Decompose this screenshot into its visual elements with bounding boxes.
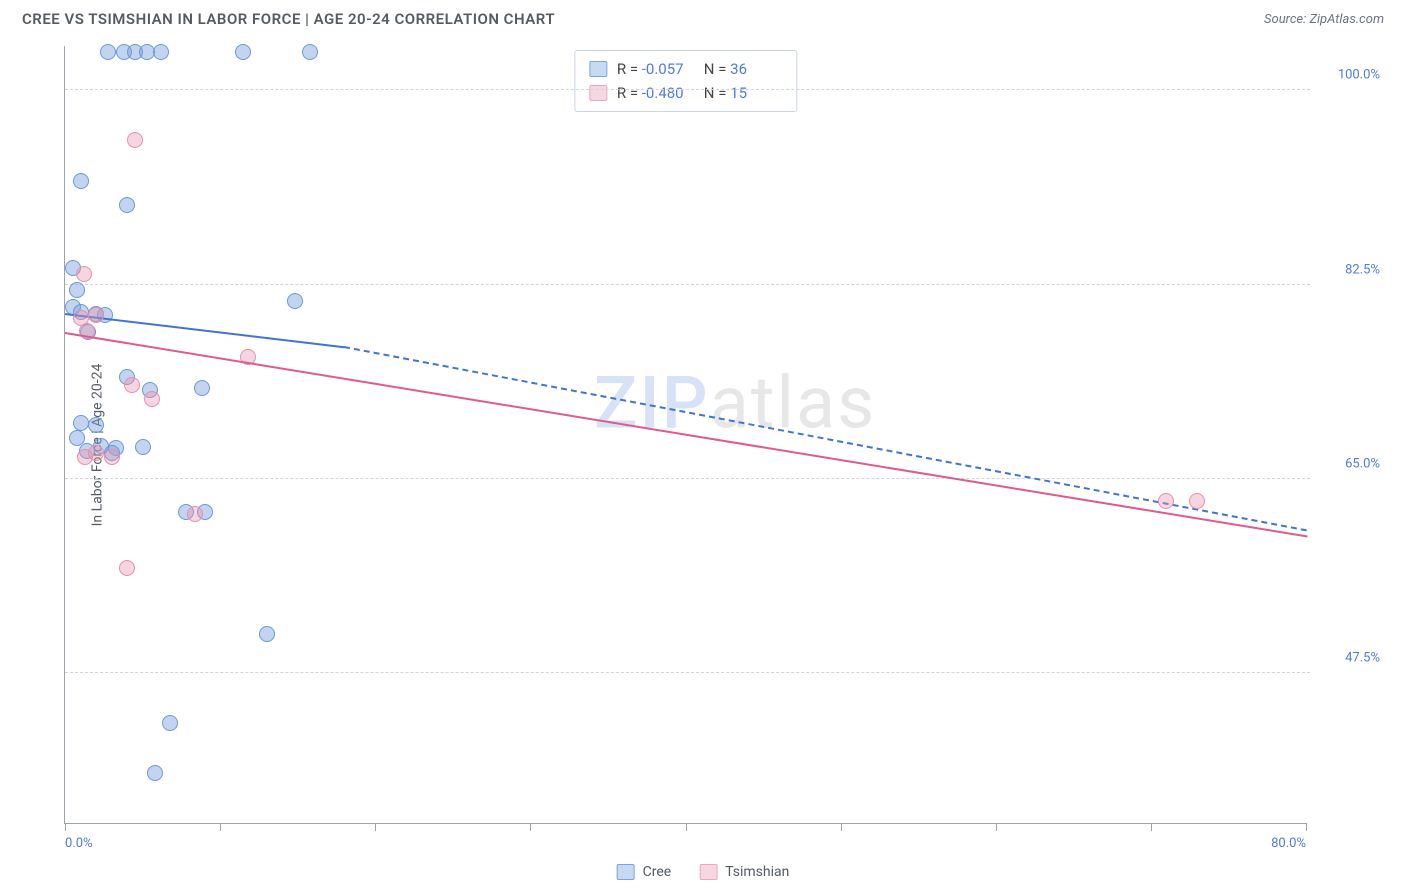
data-point	[76, 266, 92, 282]
n-label: N = 36	[704, 57, 782, 81]
data-point	[162, 715, 178, 731]
gridline	[65, 672, 1310, 673]
data-point	[119, 197, 135, 213]
data-point	[187, 506, 203, 522]
legend-row: R = -0.480 N = 15	[589, 81, 782, 105]
x-tick	[220, 823, 221, 831]
y-tick-label: 100.0%	[1314, 68, 1380, 83]
gridline	[65, 89, 1310, 90]
data-point	[194, 380, 210, 396]
legend-swatch	[617, 864, 635, 880]
data-point	[144, 391, 160, 407]
legend-row: R = -0.057 N = 36	[589, 57, 782, 81]
data-point	[127, 132, 143, 148]
y-tick-label: 65.0%	[1314, 456, 1380, 471]
data-point	[259, 626, 275, 642]
plot-area: ZIPatlas R = -0.057N = 36R = -0.480N = 1…	[64, 46, 1306, 824]
y-tick-label: 82.5%	[1314, 262, 1380, 277]
data-point	[88, 417, 104, 433]
gridline	[65, 284, 1310, 285]
data-point	[235, 44, 251, 60]
data-point	[119, 560, 135, 576]
data-point	[69, 282, 85, 298]
legend-item: Cree	[617, 864, 672, 880]
data-point	[135, 439, 151, 455]
r-label: R = -0.480	[617, 81, 694, 105]
chart-container: In Labor Force | Age 20-24 ZIPatlas R = …	[22, 40, 1384, 850]
series-legend: Cree Tsimshian	[617, 864, 790, 880]
data-point	[100, 44, 116, 60]
x-tick-label: 0.0%	[65, 836, 93, 851]
data-point	[88, 307, 104, 323]
x-tick	[996, 823, 997, 831]
n-label: N = 15	[704, 81, 782, 105]
data-point	[1158, 493, 1174, 509]
legend-label: Tsimshian	[725, 864, 789, 880]
source-label: Source: ZipAtlas.com	[1264, 12, 1384, 27]
trendline	[65, 313, 345, 348]
x-tick	[530, 823, 531, 831]
legend-swatch	[589, 85, 607, 101]
r-label: R = -0.057	[617, 57, 694, 81]
x-tick	[375, 823, 376, 831]
data-point	[1189, 493, 1205, 509]
x-tick	[65, 823, 66, 831]
data-point	[73, 173, 89, 189]
x-tick	[1306, 823, 1307, 831]
data-point	[287, 293, 303, 309]
data-point	[104, 449, 120, 465]
data-point	[153, 44, 169, 60]
y-tick-label: 47.5%	[1314, 651, 1380, 666]
legend-swatch	[589, 61, 607, 77]
chart-title: CREE VS TSIMSHIAN IN LABOR FORCE | AGE 2…	[22, 10, 555, 28]
data-point	[147, 765, 163, 781]
x-tick	[686, 823, 687, 831]
correlation-legend: R = -0.057 N = 36 R = -0.480 N = 15	[574, 50, 797, 112]
x-tick	[841, 823, 842, 831]
trendline	[65, 332, 1307, 537]
legend-label: Cree	[643, 864, 672, 880]
x-tick-label: 80.0%	[1271, 836, 1306, 851]
legend-swatch	[699, 864, 717, 880]
data-point	[302, 44, 318, 60]
gridline	[65, 478, 1310, 479]
x-tick	[1151, 823, 1152, 831]
data-point	[124, 377, 140, 393]
legend-item: Tsimshian	[699, 864, 789, 880]
data-point	[88, 445, 104, 461]
